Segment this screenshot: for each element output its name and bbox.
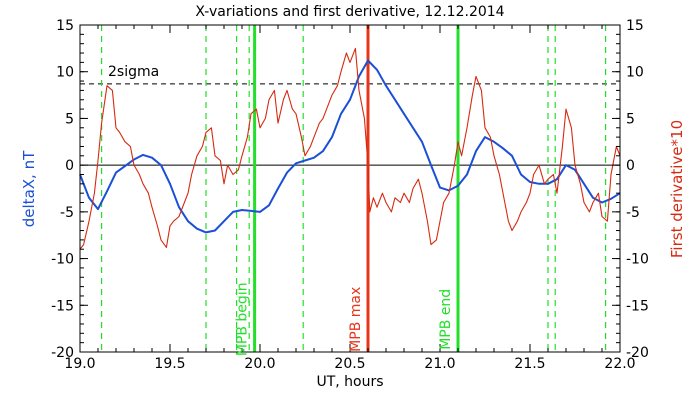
y-left-tick-label: -10 [51, 252, 74, 268]
y-right-tick-label: 15 [626, 18, 644, 34]
y-left-tick-label: -5 [60, 205, 74, 221]
x-axis-label: UT, hours [316, 374, 383, 390]
series-line-deltaX [79, 59, 621, 234]
x-tick-label: 20.0 [244, 356, 275, 372]
series-line-derivative [79, 47, 621, 250]
marker-label-mpb-end: MPB end [438, 289, 454, 350]
x-tick-label: 22.0 [604, 356, 635, 372]
y-axis-right-label: First derivative*10 [668, 120, 686, 258]
y-axis-left-label: deltaX, nT [20, 150, 38, 227]
x-tick-label: 19.5 [154, 356, 185, 372]
sigma-label: 2sigma [108, 64, 159, 80]
y-right-tick-label: -10 [626, 252, 649, 268]
marker-label-mpb-max: MPB max [348, 287, 364, 352]
y-left-tick-label: 5 [65, 111, 74, 127]
marker-label-mpb-begin: MPB begin [235, 282, 251, 356]
plot-area [79, 24, 621, 353]
x-tick-label: 19.0 [64, 356, 95, 372]
y-right-tick-label: 10 [626, 65, 644, 81]
y-axis-right: -20 -15 -10 -5 0 5 10 15 [612, 18, 649, 361]
x-tick-label: 21.5 [514, 356, 545, 372]
y-right-tick-label: 0 [626, 158, 635, 174]
y-left-tick-label: -15 [51, 298, 74, 314]
chart-title: X-variations and first derivative, 12.12… [195, 4, 504, 20]
y-right-tick-label: -5 [626, 205, 640, 221]
x-axis: 19.0 19.5 20.0 20.5 21.0 21.5 22.0 [64, 25, 636, 372]
y-left-tick-label: 15 [56, 18, 74, 34]
marker-labels: MPB begin MPB max MPB end [235, 282, 454, 356]
x-tick-label: 21.0 [424, 356, 455, 372]
y-left-tick-label: -20 [51, 345, 74, 361]
y-axis-left: -20 -15 -10 -5 0 5 10 15 [51, 18, 88, 361]
y-right-tick-label: -15 [626, 298, 649, 314]
y-left-tick-label: 10 [56, 65, 74, 81]
x-tick-label: 20.5 [334, 356, 365, 372]
y-left-tick-label: 0 [65, 158, 74, 174]
y-right-tick-label: -20 [626, 345, 649, 361]
y-right-tick-label: 5 [626, 111, 635, 127]
